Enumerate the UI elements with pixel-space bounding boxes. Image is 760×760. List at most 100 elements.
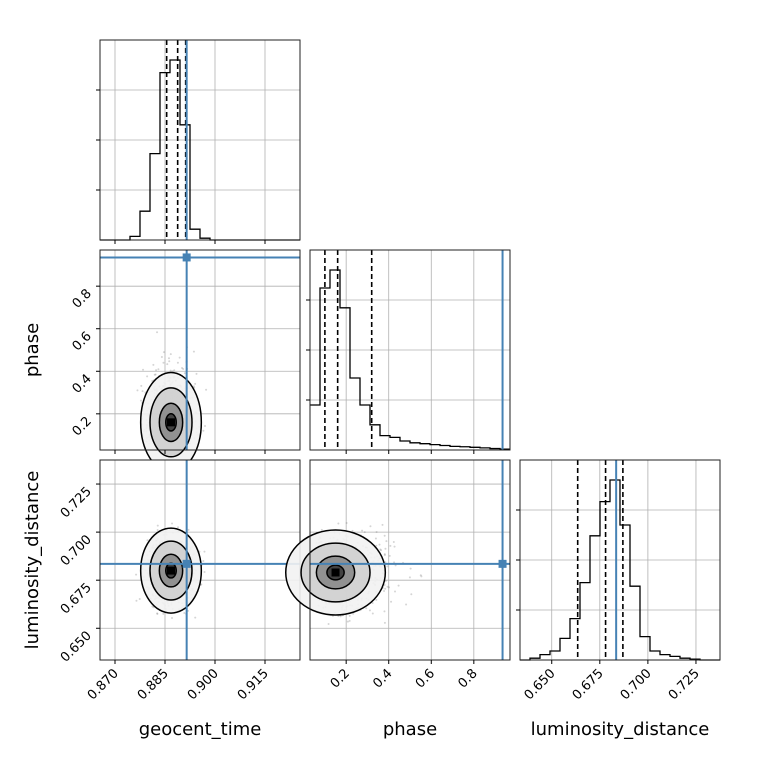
sample-point bbox=[168, 360, 171, 363]
panel-border bbox=[99, 249, 301, 451]
panel-border bbox=[309, 459, 511, 661]
sample-point bbox=[393, 545, 396, 548]
sample-point bbox=[157, 368, 160, 371]
sample-point bbox=[345, 521, 348, 524]
sample-point bbox=[384, 580, 387, 583]
sample-point bbox=[135, 599, 138, 602]
sample-point bbox=[363, 531, 366, 534]
y-axis-label-luminosity-distance: luminosity_distance bbox=[22, 471, 43, 650]
x-axis-label-phase: phase bbox=[383, 719, 437, 740]
sample-point bbox=[151, 605, 154, 608]
sample-point bbox=[405, 603, 408, 606]
sample-point bbox=[146, 539, 149, 542]
sample-point bbox=[397, 584, 400, 587]
sample-point bbox=[383, 589, 386, 592]
sample-point bbox=[162, 612, 165, 615]
sample-point bbox=[156, 612, 159, 615]
sample-point bbox=[138, 597, 141, 600]
sample-point bbox=[375, 598, 378, 601]
sample-point bbox=[378, 543, 381, 546]
sample-point bbox=[156, 331, 159, 334]
sample-point bbox=[320, 528, 323, 531]
sample-point bbox=[141, 390, 144, 393]
sample-point bbox=[389, 544, 392, 547]
sample-point bbox=[371, 612, 374, 615]
sample-point bbox=[200, 583, 203, 586]
sample-point bbox=[160, 356, 163, 359]
sample-point bbox=[375, 530, 378, 533]
sample-point bbox=[155, 369, 158, 372]
sample-point bbox=[348, 619, 351, 622]
sample-point bbox=[156, 528, 159, 531]
pair-panel-geocent_time-phase: 0.20.40.60.8 bbox=[70, 249, 301, 473]
sample-point bbox=[194, 616, 197, 619]
sample-point bbox=[371, 602, 374, 605]
sample-point bbox=[194, 382, 197, 385]
sample-point bbox=[383, 553, 386, 556]
sample-point bbox=[192, 385, 195, 388]
sample-point bbox=[192, 350, 195, 353]
sample-point bbox=[381, 523, 384, 526]
sample-point bbox=[162, 361, 165, 364]
sample-point bbox=[176, 361, 179, 364]
sample-point bbox=[162, 351, 165, 354]
sample-point bbox=[361, 529, 364, 532]
sample-point bbox=[166, 363, 169, 366]
sample-point bbox=[154, 373, 157, 376]
sample-point bbox=[169, 353, 172, 356]
sample-point bbox=[135, 573, 138, 576]
sample-point bbox=[420, 575, 423, 578]
sample-point bbox=[195, 372, 198, 375]
sample-point bbox=[390, 600, 393, 603]
sample-point bbox=[203, 550, 206, 553]
sample-point bbox=[140, 384, 143, 387]
sample-point bbox=[205, 388, 208, 391]
sample-point bbox=[202, 429, 205, 432]
sample-point bbox=[374, 537, 377, 540]
sample-point bbox=[156, 524, 159, 527]
sample-point bbox=[178, 356, 181, 359]
pair-panel-phase-luminosity_distance: 0.2 0.4 0.6 0.8 bbox=[284, 459, 511, 691]
sample-point bbox=[171, 616, 174, 619]
truth-marker bbox=[182, 253, 191, 262]
sample-point bbox=[153, 373, 156, 376]
sample-point bbox=[368, 609, 371, 612]
sample-point bbox=[383, 621, 386, 624]
sample-point bbox=[408, 576, 411, 579]
sample-point bbox=[388, 554, 391, 557]
sample-point bbox=[169, 369, 172, 372]
sample-point bbox=[383, 554, 386, 557]
sample-point bbox=[327, 623, 330, 626]
density-peak bbox=[167, 566, 175, 575]
x-axis-label-geocent-time: geocent_time bbox=[139, 719, 262, 740]
sample-point bbox=[181, 366, 184, 369]
sample-point bbox=[339, 615, 342, 618]
hist-panel-geocent_time bbox=[96, 39, 301, 244]
x-axis-label-luminosity-distance: luminosity_distance bbox=[531, 719, 710, 740]
density-peak bbox=[331, 568, 340, 577]
sample-point bbox=[379, 548, 382, 551]
y-axis-label-phase: phase bbox=[22, 323, 43, 377]
sample-point bbox=[409, 567, 412, 570]
sample-point bbox=[337, 522, 340, 525]
sample-point bbox=[388, 586, 391, 589]
sample-point bbox=[386, 585, 389, 588]
sample-point bbox=[369, 525, 372, 528]
hist-panel-phase bbox=[306, 249, 511, 454]
sample-point bbox=[156, 612, 159, 615]
sample-point bbox=[392, 540, 395, 543]
sample-point bbox=[204, 424, 207, 427]
sample-point bbox=[394, 564, 397, 567]
sample-point bbox=[182, 368, 185, 371]
sample-point bbox=[380, 549, 383, 552]
truth-marker bbox=[182, 559, 191, 568]
sample-point bbox=[173, 369, 176, 372]
sample-point bbox=[167, 357, 170, 360]
sample-point bbox=[171, 522, 174, 525]
sample-point bbox=[152, 363, 155, 366]
sample-point bbox=[419, 574, 422, 577]
sample-point bbox=[383, 610, 386, 613]
sample-point bbox=[386, 565, 389, 568]
sample-point bbox=[142, 368, 145, 371]
